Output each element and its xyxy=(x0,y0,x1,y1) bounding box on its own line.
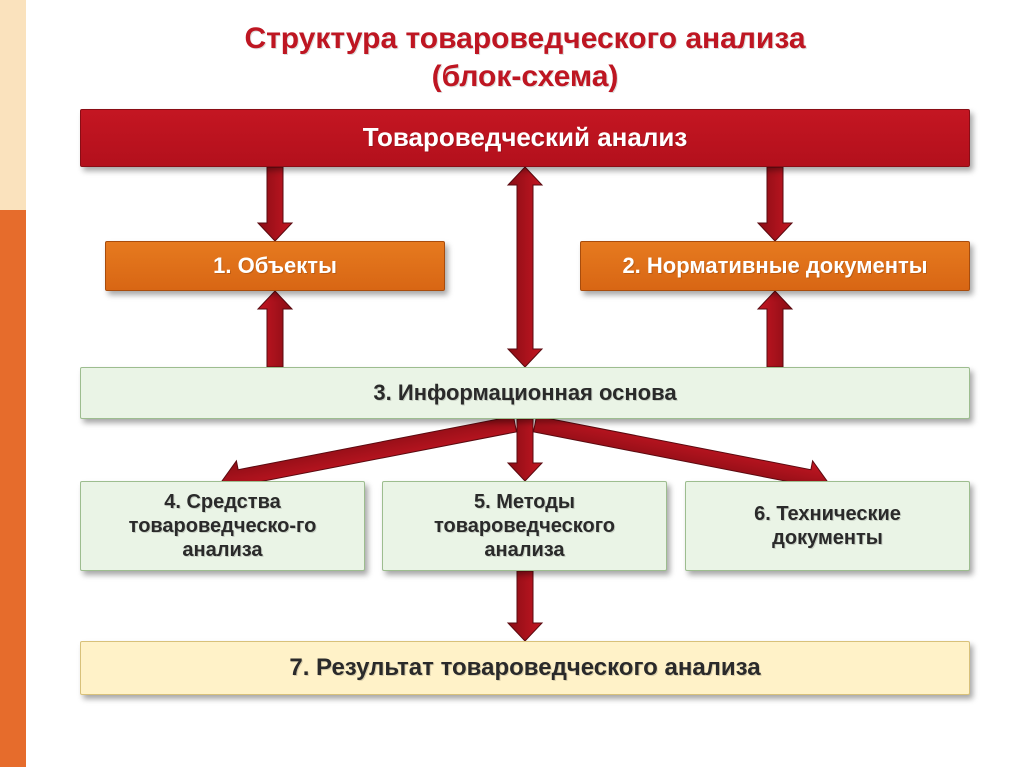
node-means: 4. Средства товароведческо-го анализа xyxy=(80,481,365,571)
node-label: 5. Методы товароведческого анализа xyxy=(393,490,656,562)
node-label: 1. Объекты xyxy=(213,253,337,279)
side-accent-bottom xyxy=(0,210,26,767)
flowchart-diagram: Товароведческий анализ 1. Объекты 2. Нор… xyxy=(60,109,990,749)
node-label: 6. Технические документы xyxy=(696,502,959,550)
page-title: Структура товароведческого анализа (блок… xyxy=(56,20,994,95)
node-result: 7. Результат товароведческого анализа xyxy=(80,641,970,695)
node-methods: 5. Методы товароведческого анализа xyxy=(382,481,667,571)
side-accent-top xyxy=(0,0,26,210)
content-area: Структура товароведческого анализа (блок… xyxy=(26,0,1024,767)
node-tech-docs: 6. Технические документы xyxy=(685,481,970,571)
title-line-2: (блок-схема) xyxy=(432,60,619,93)
node-label: 4. Средства товароведческо-го анализа xyxy=(91,490,354,562)
node-main-title: Товароведческий анализ xyxy=(80,109,970,167)
title-line-1: Структура товароведческого анализа xyxy=(244,22,805,55)
node-label: 7. Результат товароведческого анализа xyxy=(289,654,760,683)
node-normative-docs: 2. Нормативные документы xyxy=(580,241,970,291)
node-objects: 1. Объекты xyxy=(105,241,445,291)
side-accent xyxy=(0,0,26,767)
node-label: Товароведческий анализ xyxy=(363,122,688,153)
node-label: 2. Нормативные документы xyxy=(622,253,927,279)
node-information-basis: 3. Информационная основа xyxy=(80,367,970,419)
node-label: 3. Информационная основа xyxy=(373,380,676,406)
